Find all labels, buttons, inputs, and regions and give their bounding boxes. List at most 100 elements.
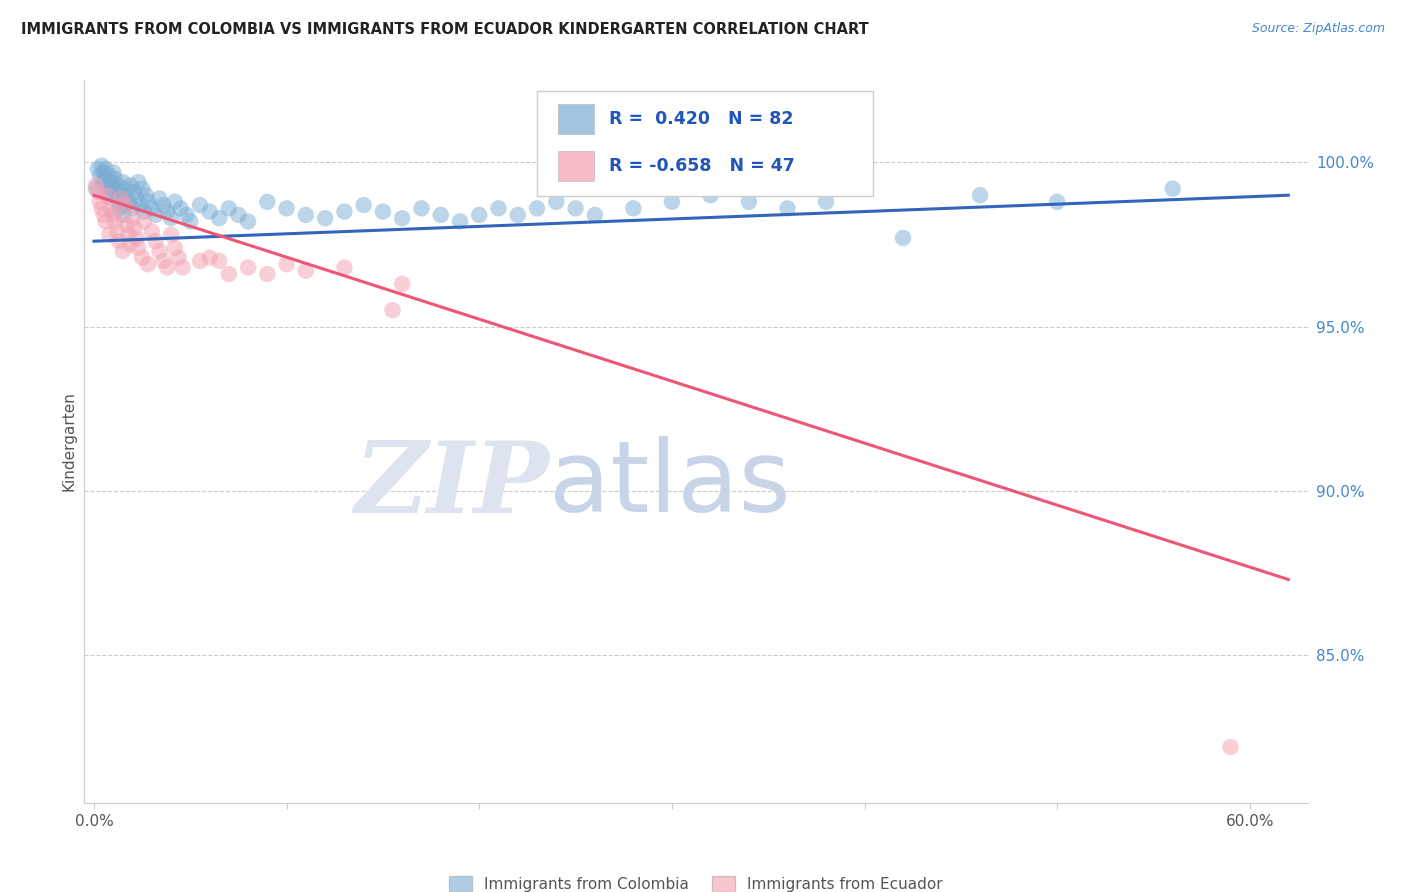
Point [114,181,136,195]
Point [98,169,121,183]
Point [661,194,683,209]
Point [100,175,122,189]
Point [314,211,336,226]
Point [98,185,121,199]
Point [141,224,163,238]
Text: Source: ZipAtlas.com: Source: ZipAtlas.com [1251,22,1385,36]
Point [891,231,914,245]
Point [198,251,221,265]
Point [124,221,146,235]
Point [125,192,148,206]
Point [103,181,125,195]
Point [152,253,174,268]
Point [228,208,250,222]
Point [118,194,141,209]
Point [163,241,186,255]
Point [167,251,190,265]
Point [172,260,194,275]
Point [621,202,644,216]
Point [583,208,606,222]
Point [188,253,211,268]
Point [218,267,240,281]
Point [1161,181,1184,195]
Point [111,208,134,222]
Point [104,171,127,186]
Point [333,204,356,219]
Point [118,227,141,242]
Bar [558,104,595,135]
Point [127,241,149,255]
Point [276,257,298,271]
Point [411,202,433,216]
Point [381,303,404,318]
Point [141,202,163,216]
Point [96,188,118,202]
Point [131,251,153,265]
Point [145,208,167,222]
Point [127,175,149,189]
Point [87,185,110,199]
Point [100,202,122,216]
Point [295,264,318,278]
Point [115,188,138,202]
Point [160,227,183,242]
Point [129,198,152,212]
Point [256,267,278,281]
Point [391,277,413,291]
Point [738,194,761,209]
Point [124,185,146,199]
Point [132,204,155,219]
Point [152,198,174,212]
Point [179,214,201,228]
Point [276,202,298,216]
Y-axis label: Kindergarten: Kindergarten [60,392,76,491]
Point [115,218,138,232]
Point [353,198,375,212]
Point [371,204,394,219]
Point [156,204,179,219]
Point [170,202,193,216]
Point [120,178,142,193]
Point [136,194,159,209]
Point [188,198,211,212]
Point [93,208,115,222]
Point [111,244,134,258]
Point [236,214,259,228]
Point [108,185,131,199]
Point [546,194,568,209]
Text: atlas: atlas [550,436,790,533]
Point [84,178,107,193]
Point [111,175,134,189]
Point [94,171,117,186]
Point [468,208,491,222]
Point [131,181,153,195]
Point [449,214,471,228]
Point [98,227,121,242]
Point [295,208,318,222]
Point [93,175,115,189]
FancyBboxPatch shape [537,91,873,196]
Point [148,244,170,258]
Point [136,257,159,271]
Point [391,211,413,226]
Legend: Immigrants from Colombia, Immigrants from Ecuador: Immigrants from Colombia, Immigrants fro… [441,868,950,892]
Point [103,208,125,222]
Point [218,202,240,216]
Point [108,202,131,216]
Point [526,202,548,216]
Text: R = -0.658   N = 47: R = -0.658 N = 47 [609,157,794,175]
Point [90,202,112,216]
Text: IMMIGRANTS FROM COLOMBIA VS IMMIGRANTS FROM ECUADOR KINDERGARTEN CORRELATION CHA: IMMIGRANTS FROM COLOMBIA VS IMMIGRANTS F… [21,22,869,37]
Point [114,198,136,212]
Point [96,178,118,193]
Point [110,192,132,206]
Point [105,194,128,209]
Point [160,211,183,226]
Point [1219,739,1241,754]
Point [1046,194,1069,209]
Point [506,208,529,222]
Point [208,211,231,226]
Point [114,198,136,212]
Point [969,188,991,202]
Point [94,214,117,228]
